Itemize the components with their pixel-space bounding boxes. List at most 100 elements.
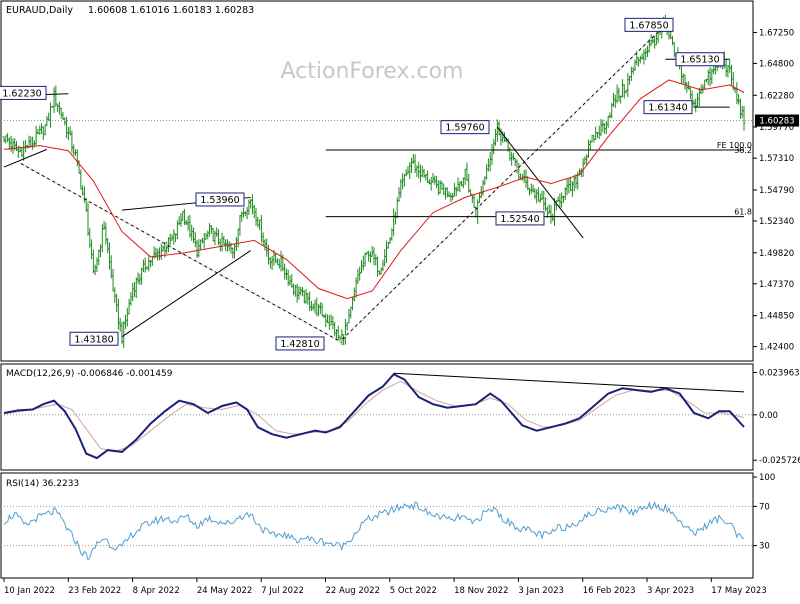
- price-bar: [367, 250, 370, 262]
- price-bar: [535, 189, 538, 204]
- price-tick-label: 1.47370: [759, 280, 794, 290]
- price-bar: [215, 227, 219, 238]
- level-text: 1.42810: [280, 339, 319, 350]
- dashed-overlay: [339, 24, 666, 342]
- price-bar: [587, 139, 590, 158]
- date-tick-label: 16 Feb 2023: [583, 586, 636, 596]
- price-bar: [208, 223, 211, 237]
- price-bar: [556, 196, 560, 202]
- price-bar: [331, 316, 335, 330]
- price-bar: [433, 175, 437, 185]
- price-bar: [277, 258, 281, 269]
- price-bar: [117, 298, 120, 330]
- price-bar: [385, 240, 388, 263]
- price-bar: [708, 67, 712, 87]
- price-bar: [422, 169, 426, 178]
- level-label: 1.43180: [69, 331, 119, 346]
- level-box: [195, 192, 245, 207]
- level-label: 1.65130: [675, 52, 725, 67]
- price-bar: [370, 245, 374, 257]
- price-bar: [11, 138, 15, 154]
- price-bar: [601, 119, 605, 133]
- price-bar: [569, 177, 572, 192]
- price-bar: [131, 282, 134, 302]
- price-bar: [560, 192, 563, 208]
- level-label: 1.53960: [195, 192, 245, 207]
- price-bar: [269, 257, 272, 269]
- price-bar: [429, 176, 433, 191]
- price-bar: [358, 266, 362, 281]
- date-tick-label: 17 May 2023: [711, 586, 766, 596]
- price-bar: [168, 233, 172, 246]
- price-bar: [630, 66, 633, 81]
- macd-title: MACD(12,26,9) -0.006846 -0.001459: [6, 369, 173, 379]
- price-bar: [317, 304, 320, 317]
- level-box: [624, 17, 674, 32]
- price-bar: [487, 158, 490, 172]
- price-bar: [133, 281, 136, 298]
- price-bar: [15, 140, 18, 151]
- price-bar: [109, 255, 113, 279]
- rsi-title: RSI(14) 36.2233: [6, 479, 79, 489]
- price-bar: [740, 105, 744, 118]
- price-bar: [199, 239, 202, 250]
- price-bar: [126, 307, 129, 327]
- price-bar: [174, 233, 177, 243]
- price-bar: [680, 63, 683, 85]
- price-bar: [263, 239, 267, 251]
- price-bar: [431, 172, 435, 183]
- price-bar: [726, 64, 730, 78]
- price-bar: [622, 84, 626, 99]
- price-bar: [147, 254, 151, 272]
- price-bar: [426, 170, 429, 183]
- price-bar: [737, 93, 740, 105]
- price-bar: [640, 53, 644, 60]
- price-bar: [533, 188, 537, 200]
- price-bar: [238, 215, 242, 236]
- price-bar: [326, 314, 329, 324]
- price-bar: [158, 247, 161, 261]
- price-bar: [730, 64, 733, 86]
- price-bar: [599, 119, 603, 137]
- level-label: 1.62230: [0, 85, 47, 100]
- price-bar: [320, 302, 324, 317]
- price-bar: [211, 228, 215, 242]
- price-bar: [376, 256, 379, 277]
- price-bar: [2, 136, 6, 143]
- price-bar: [524, 169, 528, 188]
- price-bar: [136, 272, 140, 284]
- price-bar: [290, 274, 294, 288]
- price-bar: [542, 190, 546, 211]
- price-bar: [694, 98, 698, 113]
- level-text: 1.52540: [500, 214, 539, 225]
- price-bar: [383, 249, 387, 267]
- price-bar: [295, 283, 299, 303]
- price-bar: [381, 259, 385, 272]
- macd-tick-label: 0.00: [759, 411, 778, 421]
- level-box: [0, 85, 47, 100]
- price-bar: [403, 174, 406, 187]
- price-bar: [92, 249, 95, 274]
- price-panel-frame: [0, 0, 754, 362]
- price-bar: [206, 230, 210, 240]
- price-bar: [99, 244, 102, 258]
- price-bar: [438, 180, 442, 194]
- price-bar: [310, 301, 313, 311]
- price-bar: [56, 103, 59, 113]
- price-bar: [204, 232, 208, 240]
- price-bar: [102, 220, 106, 230]
- price-tick-label: 1.42400: [759, 343, 794, 353]
- price-bar: [201, 238, 204, 244]
- price-bar: [299, 287, 303, 296]
- price-bar: [36, 128, 40, 135]
- price-bar: [113, 287, 117, 303]
- price-bar: [186, 215, 190, 231]
- price-bar: [93, 264, 97, 276]
- price-bar: [345, 322, 349, 331]
- price-bar: [142, 259, 145, 273]
- price-bar: [360, 260, 363, 274]
- price-bar: [728, 59, 732, 73]
- current-price-label: 1.60283: [759, 117, 794, 127]
- price-bar: [138, 273, 142, 285]
